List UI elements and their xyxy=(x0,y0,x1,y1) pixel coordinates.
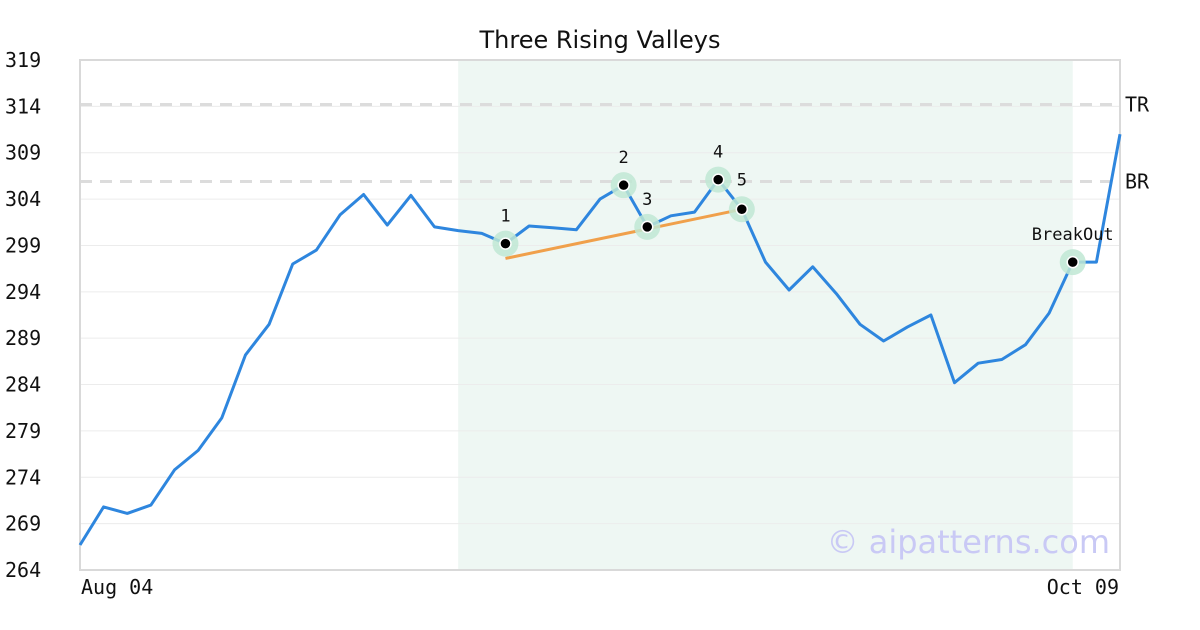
pattern-point-1 xyxy=(499,237,512,250)
y-tick-label: 299 xyxy=(5,233,41,257)
pattern-point-breakout xyxy=(1066,255,1079,269)
y-tick-label: 274 xyxy=(5,465,41,489)
pattern-point-4 xyxy=(711,173,725,186)
y-tick-label: 279 xyxy=(5,419,41,443)
pattern-point-label-breakout: BreakOut xyxy=(1032,225,1114,245)
y-tick-label: 264 xyxy=(5,558,41,582)
pattern-highlight-band xyxy=(458,60,1073,570)
plot-frame xyxy=(79,59,1121,571)
chart-title: Three Rising Valleys xyxy=(478,26,720,54)
level-label-tr: TR xyxy=(1125,93,1150,117)
y-tick-label: 314 xyxy=(5,94,41,118)
y-tick-label: 319 xyxy=(5,48,41,72)
price-line xyxy=(78,133,1122,546)
y-tick-label: 269 xyxy=(5,512,41,536)
pattern-point-2 xyxy=(617,178,630,192)
y-tick-label: 294 xyxy=(5,280,41,304)
x-tick-label-start: Aug 04 xyxy=(81,575,153,599)
pattern-point-5 xyxy=(735,203,749,216)
pattern-point-3 xyxy=(641,220,654,234)
watermark: © aipatterns.com xyxy=(827,523,1110,561)
x-tick-label-end: Oct 09 xyxy=(1047,575,1119,599)
y-tick-label: 304 xyxy=(5,187,41,211)
pattern-point-label-1: 1 xyxy=(500,207,510,227)
pattern-point-label-3: 3 xyxy=(642,190,652,210)
pattern-point-label-2: 2 xyxy=(619,148,629,168)
y-tick-label: 309 xyxy=(5,141,41,165)
valley-trendline xyxy=(505,207,743,260)
pattern-point-label-5: 5 xyxy=(737,170,747,190)
y-tick-label: 289 xyxy=(5,326,41,350)
y-tick-label: 284 xyxy=(5,373,41,397)
level-label-br: BR xyxy=(1125,169,1150,193)
pattern-point-label-4: 4 xyxy=(713,143,723,163)
